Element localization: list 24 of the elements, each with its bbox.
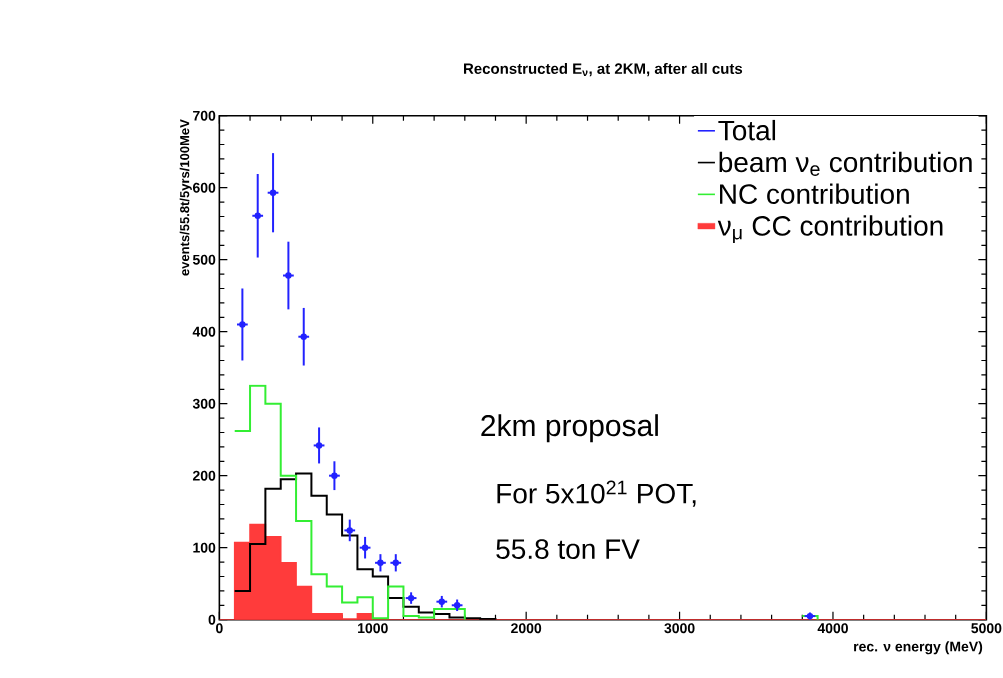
y-tick-label: 500 [192, 254, 216, 265]
x-tick-label: 2000 [511, 623, 542, 634]
y-tick-label: 100 [193, 542, 216, 553]
annotation: 2km proposal [481, 414, 658, 443]
x-axis-title: rec. ν energy (MeV) [854, 641, 983, 655]
legend-label: ν$_{μ}$ CC contribution [717, 215, 943, 244]
y-tick-label: 700 [193, 110, 216, 121]
legend-label: beam ν$_{e}$ contribution [719, 151, 972, 176]
y-tick-label: 300 [192, 398, 216, 409]
x-tick-label: 0 [216, 623, 223, 634]
legend-label: Total [718, 119, 776, 141]
y-tick-label: 600 [192, 182, 216, 193]
x-tick-label: 3000 [664, 623, 695, 634]
y-tick-label: 0 [208, 614, 216, 625]
y-tick-label: 200 [192, 470, 216, 481]
y-tick-label: 400 [192, 326, 216, 337]
x-tick-label: 5000 [971, 623, 1002, 634]
x-tick-label: 4000 [817, 623, 848, 634]
legend-label: NC contribution [720, 183, 909, 205]
chart-title: Reconstructed E$_{ν}$, at 2KM, after all cuts [464, 62, 743, 77]
y-axis-title: events/55.8t/5yrs/100MeV [179, 119, 192, 276]
annotation: For 5x10$^{21}$ POT, [497, 480, 696, 507]
x-tick-label: 1000 [358, 623, 388, 634]
annotation: 55.8 ton FV [496, 539, 640, 560]
